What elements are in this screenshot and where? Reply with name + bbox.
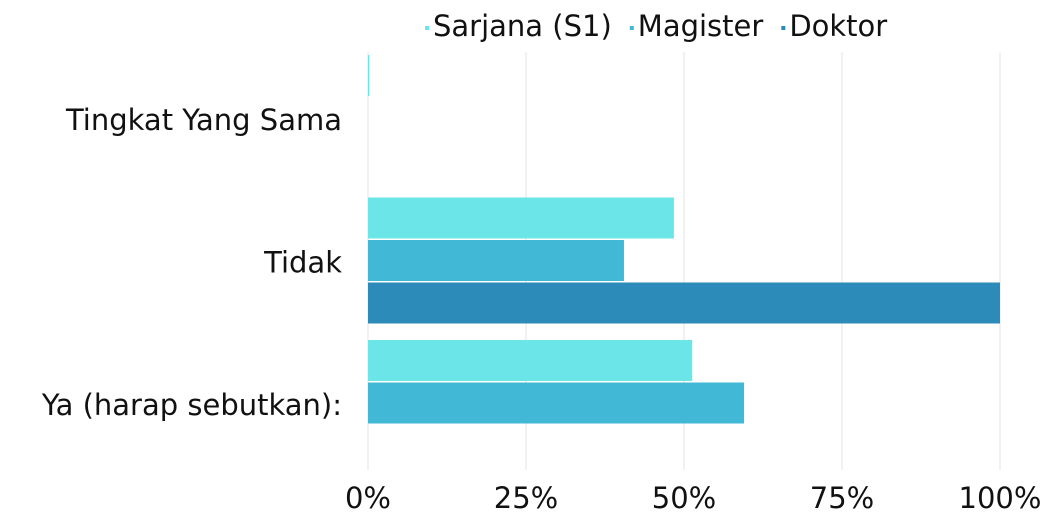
category-label: Tidak [263,245,342,279]
legend-label: Sarjana (S1) [433,9,612,43]
bar [368,382,745,424]
x-tick-label: 100% [959,481,1042,515]
bar [368,55,370,96]
legend-label: Magister [638,9,764,43]
category-label: Tingkat Yang Sama [65,103,342,137]
legend-marker [629,26,634,30]
category-label: Ya (harap sebutkan): [41,388,342,422]
x-tick-label: 75% [810,481,874,515]
x-tick-label: 0% [345,481,391,515]
bar [368,340,693,381]
legend-marker [781,26,786,30]
bar [368,197,674,239]
legend-label: Doktor [789,9,887,43]
legend-marker [425,26,429,30]
bar [368,240,624,281]
bar [368,282,1000,324]
x-tick-label: 50% [652,481,716,515]
x-tick-label: 25% [494,481,558,515]
